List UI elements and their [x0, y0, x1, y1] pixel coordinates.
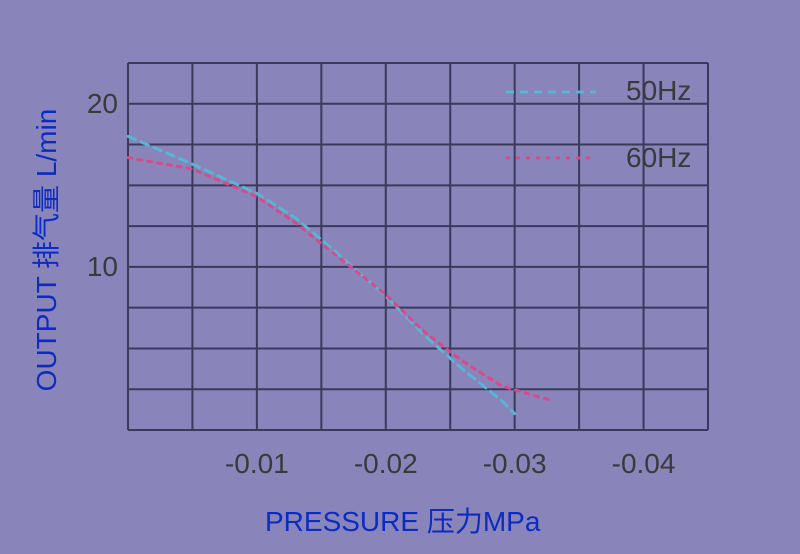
legend-label: 60Hz: [626, 142, 691, 174]
x-tick-label: -0.02: [336, 448, 436, 480]
legend-label: 50Hz: [626, 75, 691, 107]
y-tick-label: 20: [70, 88, 118, 120]
line-chart: OUTPUT 排气量 L/min PRESSURE 压力MPa 1020 -0.…: [0, 0, 800, 554]
x-tick-label: -0.03: [465, 448, 565, 480]
x-tick-label: -0.04: [594, 448, 694, 480]
y-tick-label: 10: [70, 251, 118, 283]
x-tick-label: -0.01: [207, 448, 307, 480]
